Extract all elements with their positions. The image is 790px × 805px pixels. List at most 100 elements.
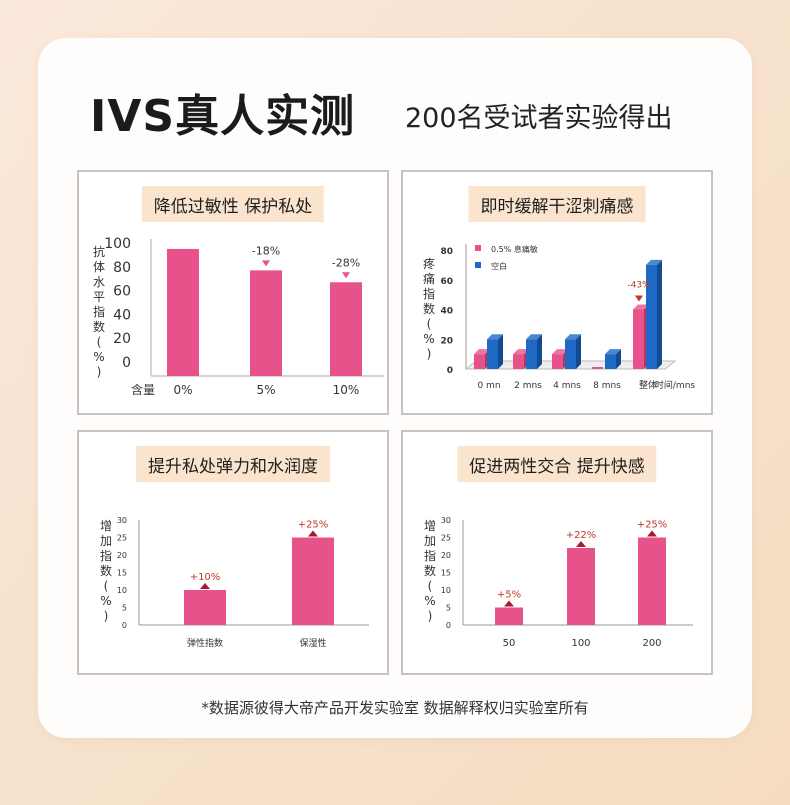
axis-label-char: % bbox=[423, 332, 434, 346]
y-tick-label: 20 bbox=[113, 331, 131, 347]
y-tick-label: 80 bbox=[113, 260, 131, 276]
y-tick-label: 100 bbox=[104, 236, 131, 252]
axis-label-char: ) bbox=[427, 347, 432, 361]
legend-label: 空白 bbox=[491, 261, 507, 271]
y-tick-label: 40 bbox=[113, 307, 131, 323]
panel-heading: 促进两性交合 提升快感 bbox=[457, 446, 657, 482]
bar bbox=[167, 248, 199, 376]
bar-top bbox=[487, 334, 503, 340]
x-tick-label: 0 mn bbox=[477, 381, 500, 391]
y-tick-label: 15 bbox=[441, 569, 451, 578]
panel-elasticity: 增加指数(%) 0 5 10 15 20 25 30 +10% 弹性指数 +25% 保湿性 提升私处弹… bbox=[77, 430, 389, 675]
y-tick-label: 10 bbox=[117, 586, 127, 595]
y-tick-label: 10 bbox=[441, 586, 451, 595]
page-subtitle: 200名受试者实验得出 bbox=[405, 103, 673, 134]
y-tick-label: 60 bbox=[440, 277, 453, 287]
bar bbox=[592, 367, 603, 369]
bar-top bbox=[513, 349, 529, 355]
footer-note: *数据源彼得大帝产品开发实验室 数据解释权归实验室所有 bbox=[201, 699, 589, 717]
data-label: +22% bbox=[566, 530, 597, 541]
bar-side bbox=[657, 259, 662, 369]
arrow-marker bbox=[576, 541, 586, 547]
x-tick-label: 100 bbox=[571, 638, 590, 649]
axis-label-char: 指 bbox=[424, 548, 436, 563]
bar bbox=[495, 607, 523, 625]
y-tick-label: 5 bbox=[446, 604, 451, 613]
title-row: IVS真人实测 200名受试者实验得出 bbox=[90, 80, 730, 142]
data-label: +5% bbox=[497, 590, 521, 601]
panel-heading: 降低过敏性 保护私处 bbox=[141, 186, 325, 222]
bar bbox=[250, 270, 282, 376]
x-tick-label: 弹性指数 bbox=[187, 637, 223, 649]
data-label: +10% bbox=[190, 572, 221, 583]
arrow-marker bbox=[504, 600, 514, 607]
bar-top bbox=[565, 334, 581, 340]
bar bbox=[474, 354, 485, 369]
bar bbox=[565, 339, 576, 369]
arrow-marker bbox=[647, 530, 657, 537]
bar bbox=[633, 309, 644, 369]
arrow-marker bbox=[200, 583, 210, 589]
y-tick-label: 30 bbox=[117, 516, 127, 525]
arrow-marker bbox=[342, 272, 350, 279]
bar bbox=[552, 354, 563, 369]
axis-label-char: 加 bbox=[424, 534, 436, 548]
data-label: +25% bbox=[298, 520, 329, 531]
axis-label-char: 指 bbox=[423, 286, 435, 301]
axis-label-char: 指 bbox=[93, 304, 105, 319]
axis-label-char: 数 bbox=[423, 301, 435, 316]
y-tick-label: 30 bbox=[441, 516, 451, 525]
x-tick-label: 2 mns bbox=[514, 381, 542, 391]
x-axis-label: 时间/mns bbox=[655, 379, 696, 391]
y-tick-label: 15 bbox=[117, 569, 127, 578]
axis-label-char: 数 bbox=[424, 563, 436, 578]
bar bbox=[605, 354, 616, 369]
axis-label-char: 体 bbox=[93, 260, 105, 274]
y-tick-label: 0 bbox=[122, 621, 127, 630]
x-tick-label: 5% bbox=[256, 383, 275, 397]
y-tick-label: 25 bbox=[117, 534, 127, 543]
arrow-marker bbox=[635, 295, 643, 302]
axis-label-char: % bbox=[93, 350, 104, 364]
y-tick-label: 40 bbox=[440, 307, 453, 317]
bar-top bbox=[633, 304, 649, 310]
y-tick-label: 20 bbox=[441, 551, 451, 560]
bar-side bbox=[616, 349, 621, 369]
y-tick-label: 20 bbox=[440, 336, 453, 346]
axis-label-char: ( bbox=[104, 579, 109, 593]
bar-top bbox=[605, 349, 621, 355]
axis-label-char: 增 bbox=[424, 519, 436, 533]
axis-label-char: 平 bbox=[93, 290, 105, 304]
axis-label-char: ) bbox=[104, 609, 109, 623]
axis-label-char: 疼 bbox=[423, 256, 435, 271]
y-tick-label: 25 bbox=[441, 534, 451, 543]
y-tick-label: 0 bbox=[122, 355, 131, 371]
data-label: -43% bbox=[627, 281, 651, 291]
axis-label-char: % bbox=[100, 594, 111, 608]
bar-top bbox=[526, 334, 542, 340]
axis-label-char: 抗 bbox=[93, 244, 105, 259]
x-tick-label: 10% bbox=[333, 383, 360, 397]
y-tick-label: 5 bbox=[122, 604, 127, 613]
bar bbox=[638, 537, 666, 625]
axis-label-char: ( bbox=[428, 579, 433, 593]
data-label: +25% bbox=[637, 520, 668, 531]
axis-label-char: ) bbox=[428, 609, 433, 623]
y-tick-label: 0 bbox=[446, 621, 451, 630]
y-tick-label: 60 bbox=[113, 284, 131, 300]
y-tick-label: 0 bbox=[447, 366, 453, 376]
x-tick-label: 保湿性 bbox=[299, 637, 326, 649]
x-tick-label: 整体 bbox=[639, 379, 657, 391]
x-tick-label: 4 mns bbox=[553, 381, 581, 391]
panel-heading: 即时缓解干涩刺痛感 bbox=[468, 186, 646, 222]
bar-side bbox=[498, 334, 503, 369]
data-label: -18% bbox=[252, 244, 280, 257]
axis-label-char: 水 bbox=[93, 275, 105, 289]
bar bbox=[184, 590, 226, 625]
axis-label-char: 痛 bbox=[423, 271, 435, 286]
bar bbox=[292, 537, 334, 625]
panel-heading: 提升私处弹力和水润度 bbox=[136, 446, 330, 482]
